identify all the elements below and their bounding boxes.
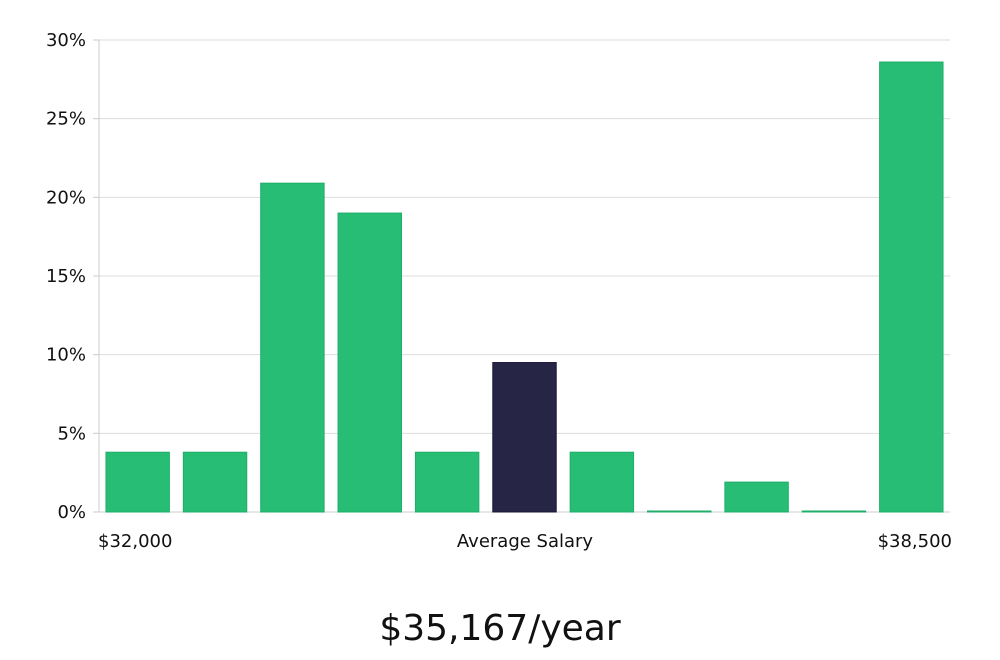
bar (260, 182, 325, 513)
y-tick-label: 5% (57, 423, 86, 444)
bar (724, 481, 789, 513)
average-salary-value: $35,167/year (379, 608, 621, 649)
y-tick-labels: 0% 5% 10% 15% 20% 25% 30% (46, 30, 86, 523)
x-axis-title: Average Salary (457, 531, 594, 552)
bar (647, 510, 712, 513)
y-tick-label: 20% (46, 187, 86, 208)
salary-histogram: 0% 5% 10% 15% 20% 25% 30% $32,000 Average Sala… (46, 30, 952, 552)
bar (182, 451, 248, 513)
x-min-label: $32,000 (98, 531, 172, 552)
bar-average-highlight (492, 362, 557, 513)
bar (879, 61, 944, 513)
bar (337, 212, 402, 513)
bar (105, 451, 170, 513)
bar (801, 510, 867, 513)
bar (569, 451, 635, 513)
y-tick-label: 25% (46, 109, 86, 130)
gridlines (93, 39, 950, 513)
bar (414, 451, 480, 513)
y-tick-label: 0% (57, 502, 86, 523)
bars (105, 61, 944, 513)
y-tick-label: 15% (46, 266, 86, 287)
x-max-label: $38,500 (878, 531, 952, 552)
y-tick-label: 10% (46, 345, 86, 366)
y-tick-label: 30% (46, 30, 86, 51)
